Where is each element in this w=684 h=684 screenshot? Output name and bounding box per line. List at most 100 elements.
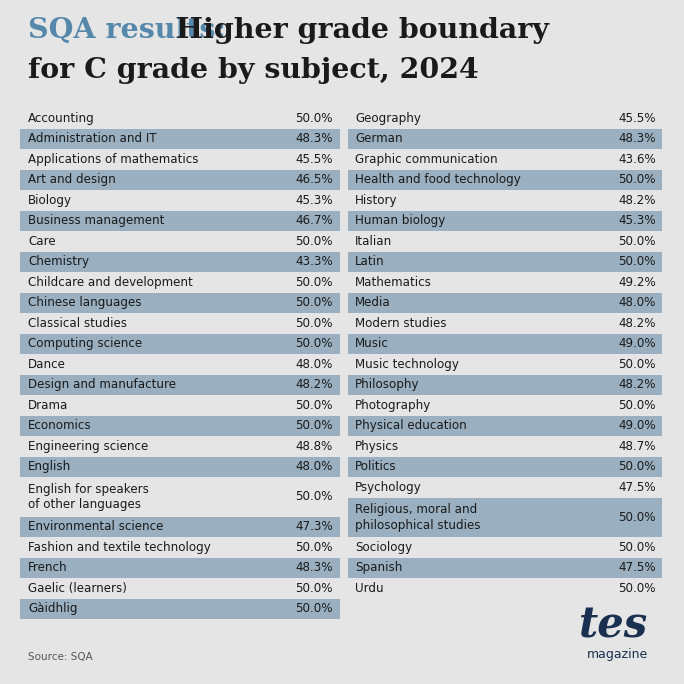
Bar	[20, 252, 340, 272]
Text: 50.0%: 50.0%	[295, 235, 333, 248]
Text: 43.6%: 43.6%	[618, 153, 656, 166]
Text: Music: Music	[355, 337, 389, 350]
Bar	[20, 170, 340, 190]
Text: Care: Care	[28, 235, 55, 248]
Text: 45.3%: 45.3%	[618, 214, 656, 227]
Text: 47.5%: 47.5%	[618, 481, 656, 494]
Text: Music technology: Music technology	[355, 358, 459, 371]
Text: Source: SQA: Source: SQA	[28, 652, 93, 662]
Bar	[20, 598, 340, 619]
Text: 48.7%: 48.7%	[618, 440, 656, 453]
Text: 48.2%: 48.2%	[618, 378, 656, 391]
Bar	[348, 293, 662, 313]
Text: 50.0%: 50.0%	[295, 111, 333, 124]
Text: Graphic communication: Graphic communication	[355, 153, 498, 166]
Text: Photography: Photography	[355, 399, 431, 412]
Text: 48.2%: 48.2%	[295, 378, 333, 391]
Text: 50.0%: 50.0%	[618, 173, 656, 186]
Text: Geography: Geography	[355, 111, 421, 124]
Text: 48.0%: 48.0%	[295, 460, 333, 473]
Bar	[348, 456, 662, 477]
Bar	[348, 497, 662, 537]
Text: 47.5%: 47.5%	[618, 562, 656, 575]
Bar	[20, 456, 340, 477]
Text: Italian: Italian	[355, 235, 392, 248]
Bar	[348, 334, 662, 354]
Text: Computing science: Computing science	[28, 337, 142, 350]
Text: 50.0%: 50.0%	[618, 541, 656, 554]
Text: 50.0%: 50.0%	[618, 235, 656, 248]
Text: 50.0%: 50.0%	[295, 337, 333, 350]
Text: 50.0%: 50.0%	[295, 541, 333, 554]
Text: Physical education: Physical education	[355, 419, 466, 432]
Text: Classical studies: Classical studies	[28, 317, 127, 330]
Text: Applications of mathematics: Applications of mathematics	[28, 153, 198, 166]
Text: 49.0%: 49.0%	[618, 337, 656, 350]
Text: Design and manufacture: Design and manufacture	[28, 378, 176, 391]
Text: 43.3%: 43.3%	[295, 255, 333, 268]
Bar	[348, 415, 662, 436]
Text: Urdu: Urdu	[355, 582, 384, 595]
Text: History: History	[355, 194, 397, 207]
Text: Religious, moral and
philosophical studies: Religious, moral and philosophical studi…	[355, 503, 480, 531]
Text: 50.0%: 50.0%	[618, 460, 656, 473]
Bar	[348, 252, 662, 272]
Bar	[348, 211, 662, 231]
Text: 50.0%: 50.0%	[295, 602, 333, 615]
Text: English: English	[28, 460, 71, 473]
Text: 48.3%: 48.3%	[295, 562, 333, 575]
Text: Chinese languages: Chinese languages	[28, 296, 142, 309]
Text: 50.0%: 50.0%	[295, 419, 333, 432]
Text: Physics: Physics	[355, 440, 399, 453]
Text: Sociology: Sociology	[355, 541, 412, 554]
Text: 50.0%: 50.0%	[618, 358, 656, 371]
Text: Health and food technology: Health and food technology	[355, 173, 521, 186]
Text: 50.0%: 50.0%	[618, 582, 656, 595]
Text: Philosophy: Philosophy	[355, 378, 419, 391]
Text: 50.0%: 50.0%	[618, 399, 656, 412]
Text: 50.0%: 50.0%	[295, 276, 333, 289]
Text: Psychology: Psychology	[355, 481, 422, 494]
Bar	[348, 170, 662, 190]
Text: tes: tes	[579, 605, 648, 647]
Text: 50.0%: 50.0%	[295, 582, 333, 595]
Bar	[20, 334, 340, 354]
Text: English for speakers
of other languages: English for speakers of other languages	[28, 482, 149, 511]
Text: German: German	[355, 132, 403, 145]
Text: 45.5%: 45.5%	[618, 111, 656, 124]
Bar	[20, 516, 340, 537]
Text: Latin: Latin	[355, 255, 384, 268]
Text: SQA results:: SQA results:	[28, 17, 236, 44]
Text: Administration and IT: Administration and IT	[28, 132, 157, 145]
Text: magazine: magazine	[587, 648, 648, 661]
Text: for C grade by subject, 2024: for C grade by subject, 2024	[28, 57, 479, 84]
Text: 49.2%: 49.2%	[618, 276, 656, 289]
Text: Politics: Politics	[355, 460, 397, 473]
Text: 48.2%: 48.2%	[618, 317, 656, 330]
Bar	[20, 415, 340, 436]
Text: 50.0%: 50.0%	[618, 511, 656, 524]
Text: Higher grade boundary: Higher grade boundary	[176, 17, 549, 44]
Bar	[20, 375, 340, 395]
Text: 48.0%: 48.0%	[618, 296, 656, 309]
Bar	[348, 375, 662, 395]
Bar	[20, 557, 340, 578]
Bar	[20, 293, 340, 313]
Bar	[348, 129, 662, 149]
Bar	[348, 557, 662, 578]
Text: Childcare and development: Childcare and development	[28, 276, 193, 289]
Text: Environmental science: Environmental science	[28, 521, 163, 534]
Text: Spanish: Spanish	[355, 562, 402, 575]
Bar	[20, 211, 340, 231]
Text: 48.0%: 48.0%	[295, 358, 333, 371]
Text: 49.0%: 49.0%	[618, 419, 656, 432]
Text: 45.3%: 45.3%	[295, 194, 333, 207]
Text: 46.7%: 46.7%	[295, 214, 333, 227]
Text: Dance: Dance	[28, 358, 66, 371]
Text: 50.0%: 50.0%	[295, 317, 333, 330]
Text: Engineering science: Engineering science	[28, 440, 148, 453]
Text: Gàidhlig: Gàidhlig	[28, 602, 77, 615]
Text: 46.5%: 46.5%	[295, 173, 333, 186]
Text: Human biology: Human biology	[355, 214, 445, 227]
Text: French: French	[28, 562, 68, 575]
